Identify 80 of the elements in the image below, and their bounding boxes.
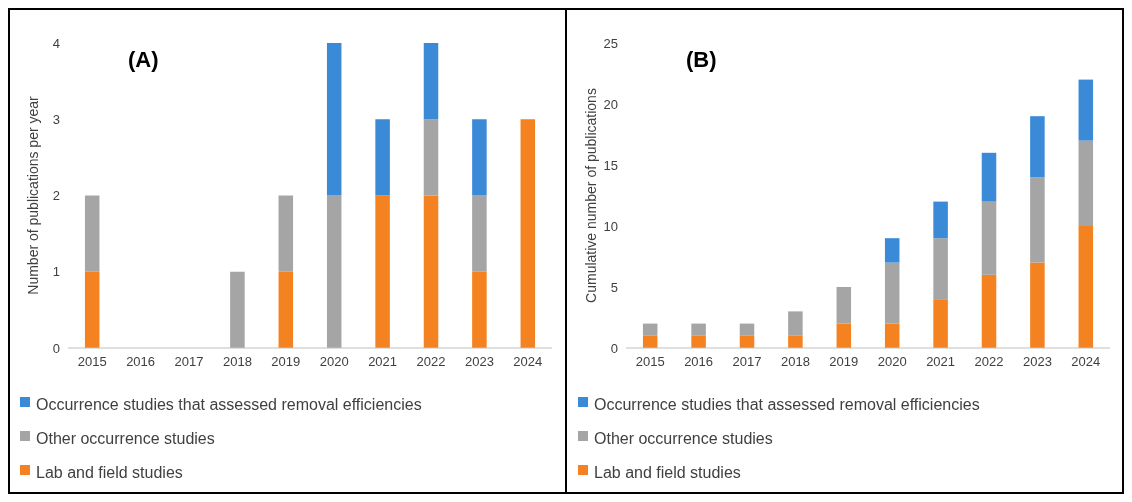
x-tick-label: 2024 <box>513 354 543 369</box>
bar <box>981 201 997 275</box>
bar <box>691 323 706 336</box>
bar <box>836 287 852 324</box>
y-tick-label: 1 <box>52 264 60 280</box>
chart-title: (B) <box>686 47 717 72</box>
x-tick-label: 2023 <box>1022 354 1052 369</box>
bar <box>278 271 294 348</box>
legend-label: Other occurrence studies <box>36 429 215 447</box>
x-tick-label: 2018 <box>780 354 810 369</box>
bar <box>326 43 342 196</box>
x-tick-label: 2017 <box>174 354 204 369</box>
bar <box>981 274 997 348</box>
bar <box>788 335 803 348</box>
x-tick-label: 2019 <box>271 354 301 369</box>
bar <box>326 195 342 348</box>
bar <box>520 119 536 348</box>
bar <box>1030 262 1045 348</box>
chart-title: (A) <box>128 47 159 72</box>
x-tick-label: 2022 <box>416 354 446 369</box>
bar <box>375 119 390 196</box>
x-tick-label: 2015 <box>77 354 107 369</box>
bar <box>423 119 439 196</box>
bar <box>230 271 245 348</box>
y-tick-label: 0 <box>52 340 60 356</box>
bar <box>836 323 852 348</box>
x-tick-label: 2018 <box>222 354 252 369</box>
bar <box>1078 226 1094 348</box>
x-tick-label: 2017 <box>732 354 762 369</box>
legend-label: Lab and field studies <box>36 463 183 481</box>
bar <box>691 335 706 348</box>
y-tick-label: 3 <box>52 111 60 127</box>
bar <box>933 201 948 239</box>
bar <box>278 195 294 272</box>
x-tick-label: 2024 <box>1071 354 1101 369</box>
bar <box>1078 79 1094 141</box>
y-tick-label: 4 <box>52 35 60 51</box>
x-tick-label: 2019 <box>829 354 859 369</box>
bar <box>884 238 900 263</box>
bar <box>375 195 390 348</box>
legend-label: Other occurrence studies <box>594 429 773 447</box>
bar <box>1030 177 1045 263</box>
bar <box>739 323 755 336</box>
bar <box>642 323 658 336</box>
x-tick-label: 2016 <box>126 354 156 369</box>
y-axis-title: Number of publications per year <box>25 95 41 295</box>
bar <box>472 195 487 272</box>
y-tick-label: 20 <box>603 96 618 112</box>
bar <box>423 43 439 120</box>
bar <box>933 238 948 300</box>
bar <box>884 262 900 324</box>
y-tick-label: 0 <box>610 340 618 356</box>
x-tick-label: 2021 <box>926 354 956 369</box>
bar <box>472 271 487 348</box>
y-tick-label: 5 <box>610 279 618 295</box>
bar <box>884 323 900 348</box>
bar <box>1078 140 1094 226</box>
legend-label: Lab and field studies <box>594 463 741 481</box>
bar <box>1030 116 1045 178</box>
x-tick-label: 2023 <box>464 354 494 369</box>
y-tick-label: 15 <box>603 157 618 173</box>
bar <box>472 119 487 196</box>
bar <box>933 299 948 348</box>
x-tick-label: 2022 <box>974 354 1004 369</box>
y-tick-label: 10 <box>603 218 618 234</box>
x-tick-label: 2020 <box>319 354 349 369</box>
x-tick-label: 2016 <box>684 354 714 369</box>
y-tick-label: 2 <box>52 188 60 204</box>
bar <box>84 195 100 272</box>
bar <box>423 195 439 348</box>
x-tick-label: 2020 <box>877 354 907 369</box>
bar <box>788 311 803 336</box>
x-tick-label: 2015 <box>635 354 665 369</box>
x-tick-label: 2021 <box>368 354 398 369</box>
bar <box>981 152 997 202</box>
y-axis-title: Cumulative number of publications <box>583 88 599 303</box>
legend-label: Occurrence studies that assessed removal efficiencies <box>594 395 980 413</box>
bar <box>84 271 100 348</box>
legend-label: Occurrence studies that assessed removal efficiencies <box>36 395 422 413</box>
y-tick-label: 25 <box>603 35 618 51</box>
